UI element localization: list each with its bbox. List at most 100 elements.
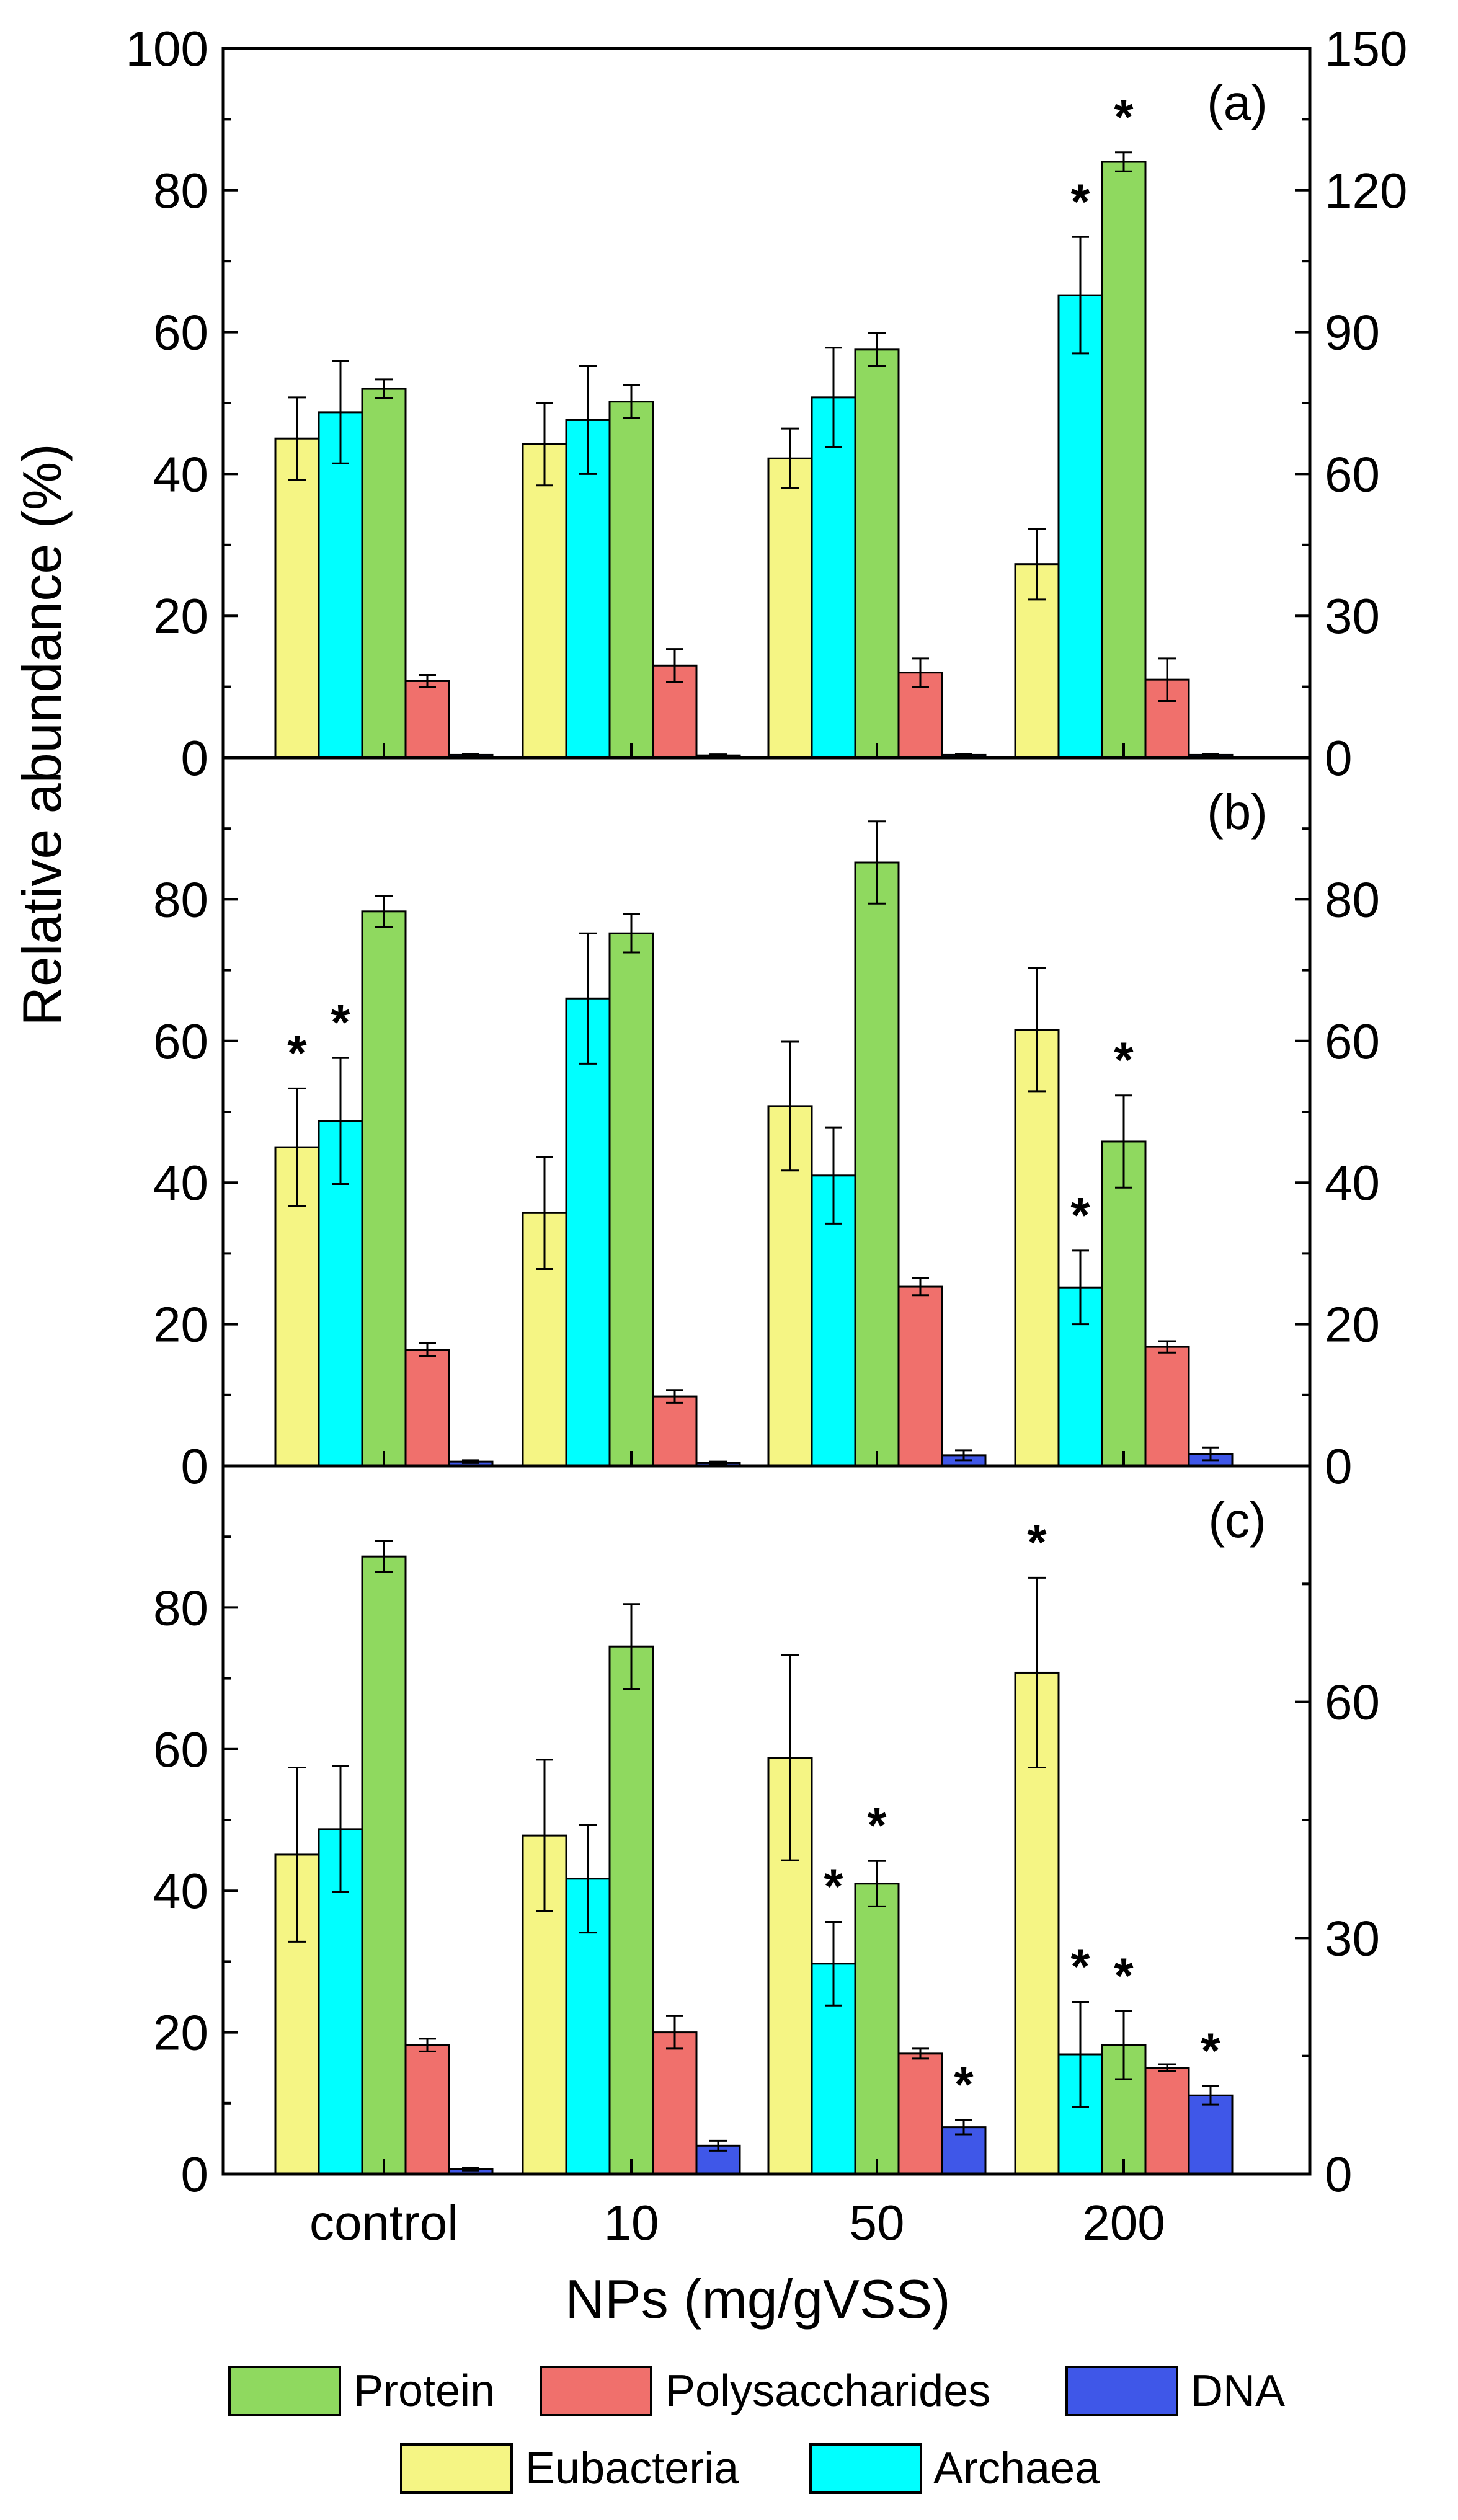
- error-bar: [375, 895, 393, 928]
- error-bar: [332, 360, 349, 464]
- significance-marker: *: [1201, 2023, 1220, 2078]
- right-tick-label: 60: [1325, 446, 1380, 502]
- x-tick-label: 50: [850, 2195, 905, 2250]
- bar-eubacteria-10: [522, 443, 567, 759]
- bar-archaea-50: [811, 396, 856, 759]
- error-bar: [462, 2167, 479, 2172]
- error-bar: [623, 913, 640, 954]
- error-bar: [1028, 527, 1046, 601]
- bar-eubacteria-50: [767, 457, 813, 759]
- bar-dna-200: [1188, 2094, 1234, 2175]
- bar-polysaccharides-50: [897, 2052, 943, 2175]
- bar-protein-50: [854, 861, 900, 1467]
- bar-eubacteria-200: [1014, 1029, 1060, 1467]
- bar-protein-200: [1101, 1140, 1147, 1467]
- legend-item-archaea: Archaea: [809, 2443, 1100, 2494]
- bar-polysaccharides-50: [897, 1285, 943, 1467]
- legend-item-dna: DNA: [1065, 2366, 1285, 2416]
- bar-protein-10: [608, 932, 654, 1467]
- left-tick-label: 20: [153, 2005, 208, 2061]
- legend-swatch: [228, 2366, 341, 2416]
- left-tick-label: 40: [153, 1863, 208, 1919]
- bar-protein-control: [361, 1555, 407, 2175]
- bar-polysaccharides-control: [404, 2044, 450, 2175]
- error-bar: [288, 1766, 306, 1943]
- error-bar: [1072, 1249, 1089, 1326]
- bar-polysaccharides-50: [897, 672, 943, 759]
- error-bar: [825, 1920, 842, 2007]
- error-bar: [1202, 753, 1219, 757]
- bar-archaea-10: [565, 997, 611, 1467]
- right-tick-label: 60: [1325, 1675, 1380, 1730]
- legend-label: DNA: [1191, 2366, 1285, 2416]
- error-bar: [419, 1342, 436, 1357]
- left-tick-label: 80: [153, 1580, 208, 1635]
- panels-group: **0204060801000306090120150(a)****020406…: [126, 21, 1408, 2250]
- panel-3: * * * * * * * 0 20 40 60 80 0 30 60 (c): [153, 1464, 1380, 2202]
- error-bar: [419, 674, 436, 688]
- legend-label: Polysaccharides: [665, 2366, 990, 2416]
- x-tick-label: 200: [1082, 2195, 1165, 2250]
- panel-label: (c): [1208, 1493, 1266, 1548]
- error-bar: [462, 1459, 479, 1464]
- error-bar: [1158, 1340, 1176, 1354]
- legend-label: Eubacteria: [525, 2444, 739, 2493]
- bar-polysaccharides-control: [404, 1349, 450, 1467]
- legend-item-polysaccharides: Polysaccharides: [540, 2366, 990, 2416]
- significance-marker: *: [1114, 1948, 1134, 2003]
- left-tick-label: 0: [181, 1439, 209, 1494]
- right-tick-label: 90: [1325, 305, 1380, 360]
- error-bar: [623, 384, 640, 419]
- x-tick-label: 10: [604, 2195, 659, 2250]
- left-tick-label: 80: [153, 163, 208, 218]
- left-tick-label: 40: [153, 1155, 208, 1210]
- right-tick-label: 30: [1325, 588, 1380, 644]
- x-axis-title: NPs (mg/gVSS): [565, 2268, 950, 2330]
- error-bar: [868, 332, 886, 368]
- left-tick-label: 60: [153, 305, 208, 360]
- right-tick-label: 0: [1325, 1439, 1353, 1494]
- error-bar: [868, 1860, 886, 1907]
- error-bar: [375, 378, 393, 399]
- error-bar: [536, 1759, 553, 1912]
- error-bar: [579, 365, 597, 475]
- panel-2: * * * * 0 20 40 60 80 0 20 40 60 80 (b): [153, 756, 1380, 1494]
- error-bar: [1158, 2063, 1176, 2072]
- bar-protein-10: [608, 401, 654, 759]
- legend-swatch: [1065, 2366, 1178, 2416]
- legend-label: Archaea: [933, 2444, 1100, 2493]
- left-tick-label: 60: [153, 1722, 208, 1777]
- left-tick-label: 0: [181, 2147, 209, 2202]
- error-bar: [375, 1540, 393, 1573]
- significance-marker: *: [1114, 89, 1134, 144]
- bar-protein-control: [361, 910, 407, 1467]
- legend-item-protein: Protein: [228, 2366, 495, 2416]
- panel-label: (a): [1207, 75, 1268, 130]
- error-bar: [912, 1277, 929, 1297]
- error-bar: [955, 1449, 972, 1462]
- error-bar: [912, 657, 929, 688]
- error-bar: [1028, 967, 1046, 1093]
- error-bar: [1202, 1446, 1219, 1462]
- significance-marker: *: [1070, 174, 1090, 229]
- significance-marker: *: [1114, 1032, 1134, 1088]
- bar-protein-50: [854, 348, 900, 759]
- error-bar: [955, 2119, 972, 2136]
- error-bar: [1202, 2085, 1219, 2106]
- error-bar: [332, 1057, 349, 1185]
- error-bar: [781, 427, 799, 489]
- error-bar: [666, 2015, 683, 2050]
- right-tick-label: 30: [1325, 1910, 1380, 1966]
- bar-polysaccharides-200: [1144, 1346, 1190, 1467]
- right-tick-label: 80: [1325, 872, 1380, 927]
- error-bar: [825, 1126, 842, 1225]
- legend-swatch: [400, 2443, 513, 2494]
- panel-label: (b): [1207, 784, 1268, 840]
- error-bar: [666, 648, 683, 683]
- right-tick-label: 20: [1325, 1297, 1380, 1352]
- bar-protein-control: [361, 388, 407, 759]
- left-tick-label: 0: [181, 730, 209, 786]
- right-tick-label: 150: [1325, 21, 1407, 76]
- error-bar: [1115, 151, 1132, 172]
